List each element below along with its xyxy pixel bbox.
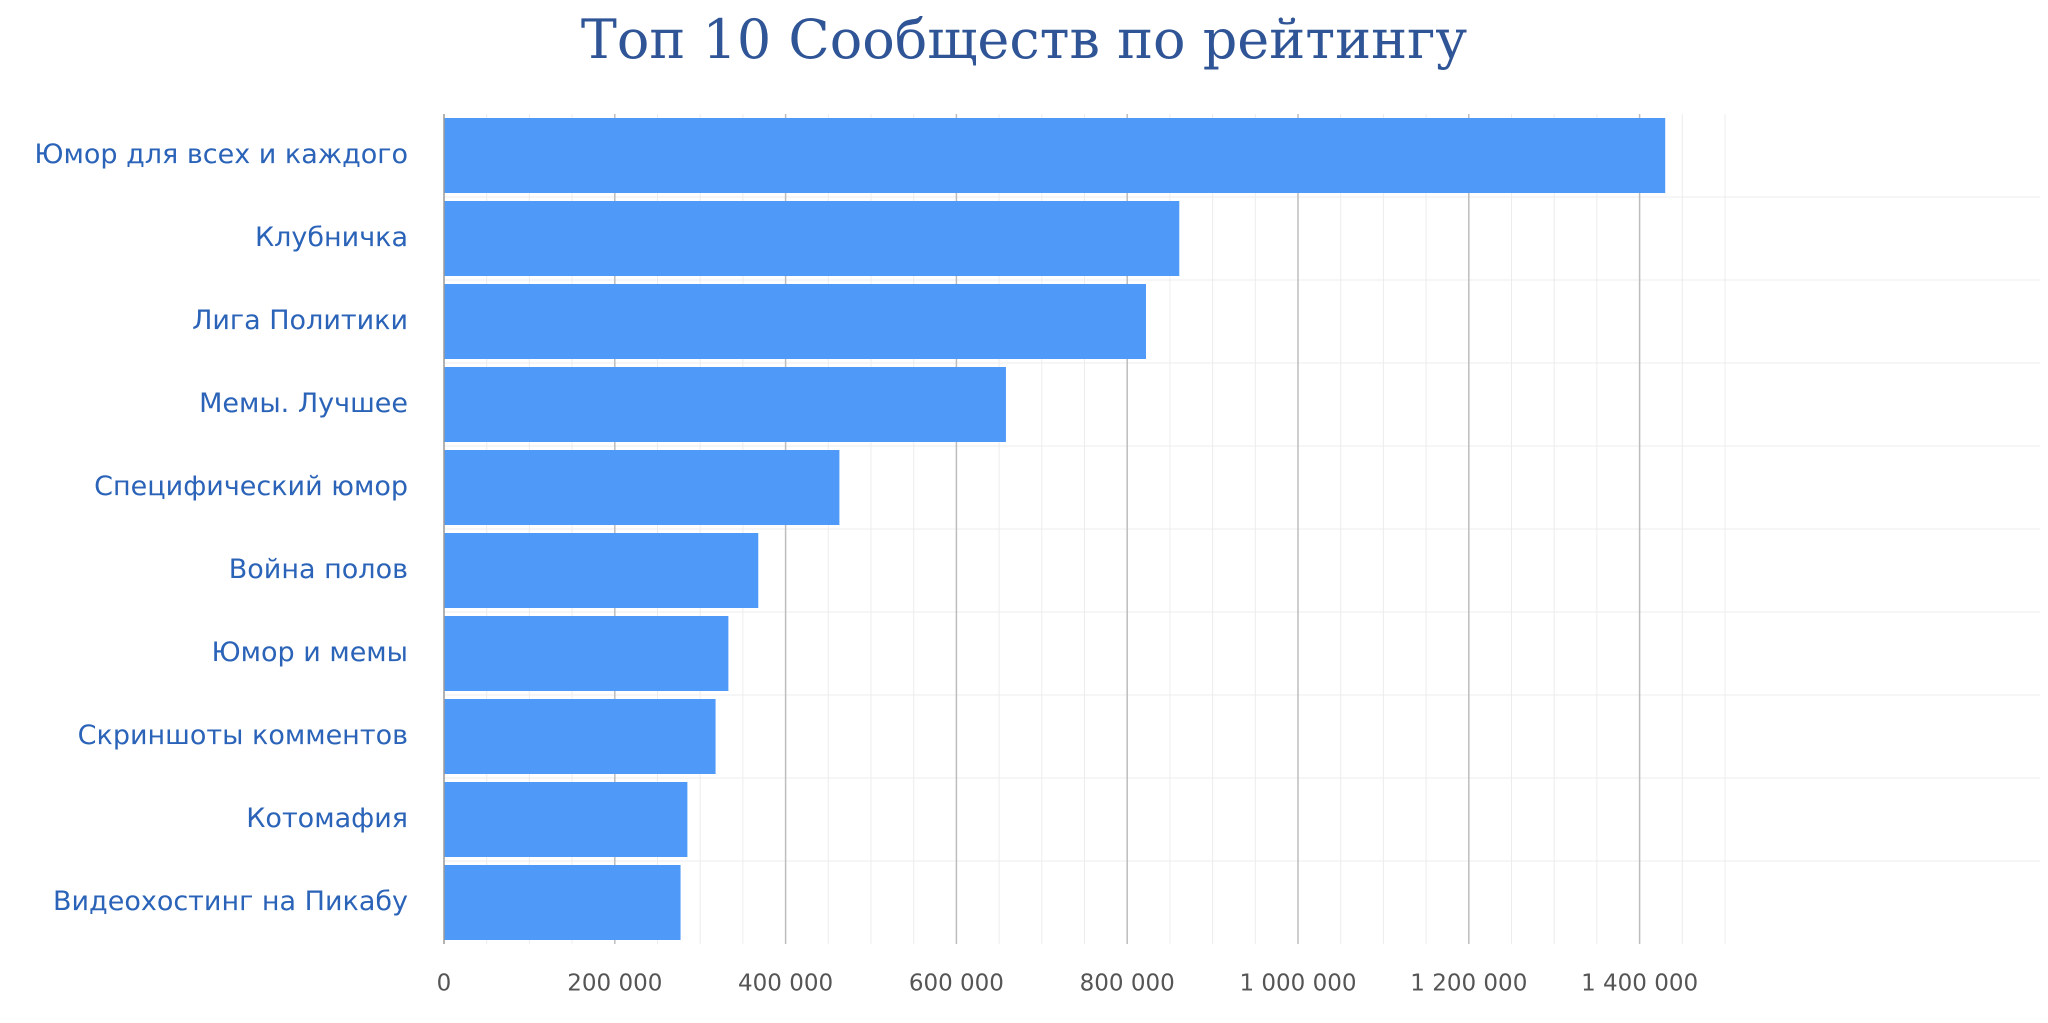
tick-label: 1 200 000 xyxy=(1410,971,1527,997)
category-label: Юмор и мемы xyxy=(211,637,408,668)
tick-labels: 0 200 000 400 000 600 000 800 000 1 000 000 1 … xyxy=(437,971,1698,997)
bar xyxy=(444,533,759,608)
category-label: Скриншоты комментов xyxy=(78,720,408,751)
category-label: Лига Политики xyxy=(192,305,408,336)
tick-label: 800 000 xyxy=(1080,971,1175,997)
category-label: Видеохостинг на Пикабу xyxy=(53,886,408,917)
bar xyxy=(444,699,716,774)
category-label: Клубничка xyxy=(255,222,408,253)
bar xyxy=(444,284,1146,359)
category-label: Мемы. Лучшее xyxy=(199,388,408,419)
bar xyxy=(444,450,840,525)
tick-label: 0 xyxy=(437,971,452,997)
category-label: Юмор для всех и каждого xyxy=(34,139,408,170)
tick-label: 1 000 000 xyxy=(1239,971,1356,997)
category-label: Специфический юмор xyxy=(94,471,408,502)
tick-label: 1 400 000 xyxy=(1581,971,1698,997)
tick-label: 200 000 xyxy=(567,971,662,997)
bar xyxy=(444,782,688,857)
bar xyxy=(444,118,1666,193)
chart-title: Топ 10 Сообществ по рейтингу xyxy=(580,8,1468,71)
bar xyxy=(444,616,729,691)
category-label: Котомафия xyxy=(246,803,408,834)
tick-label: 600 000 xyxy=(909,971,1004,997)
category-label: Война полов xyxy=(229,554,408,585)
bar xyxy=(444,865,681,940)
bars xyxy=(444,118,1666,940)
tick-label: 400 000 xyxy=(738,971,833,997)
bar xyxy=(444,367,1006,442)
category-labels: Юмор для всех и каждого Клубничка Лига Пол… xyxy=(34,139,408,917)
bar xyxy=(444,201,1180,276)
